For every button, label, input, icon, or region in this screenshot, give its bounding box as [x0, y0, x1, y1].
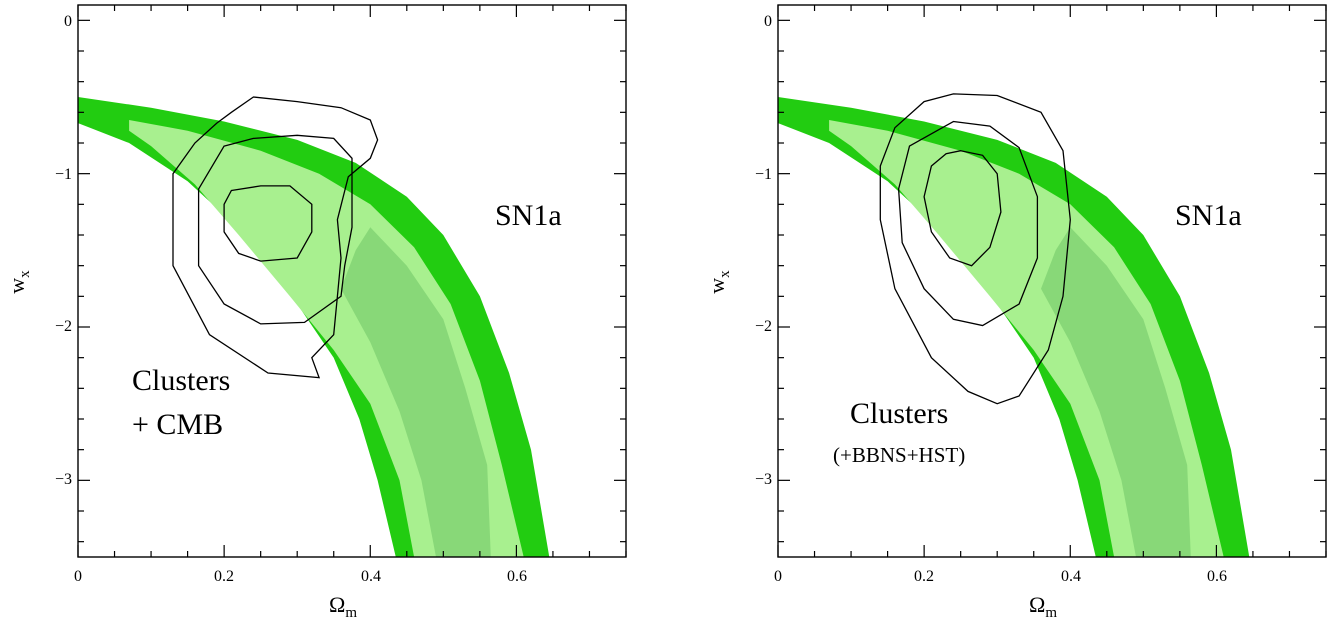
left-ytick-3: −3 — [55, 471, 72, 488]
right-y-axis-title: wx — [704, 270, 733, 294]
right-y-axis-sub: x — [717, 270, 733, 278]
left-ytick-0: 0 — [64, 13, 72, 30]
left-clusters-label: Clusters — [132, 364, 230, 397]
right-ytick-1: −1 — [755, 166, 772, 183]
left-xtick-1: 0.2 — [214, 568, 234, 585]
left-y-axis-w: w — [4, 278, 29, 294]
right-ytick-2: −2 — [755, 318, 772, 335]
right-panel: 0 0.2 0.4 0.6 0 −1 −2 −3 Ωm wx SN1a Clus… — [704, 5, 1326, 621]
left-ytick-2: −2 — [55, 318, 72, 335]
left-y-axis-sub: x — [17, 270, 33, 278]
right-sn1a-label: SN1a — [1175, 199, 1242, 232]
left-ytick-1: −1 — [55, 166, 72, 183]
left-cmb-label: + CMB — [132, 408, 223, 441]
right-xtick-3: 0.6 — [1207, 568, 1227, 585]
right-ytick-3: −3 — [755, 471, 772, 488]
left-x-axis-sub: m — [345, 605, 357, 621]
left-xtick-2: 0.4 — [361, 568, 381, 585]
right-x-axis-sub: m — [1045, 605, 1057, 621]
left-x-axis-title: Ωm — [329, 592, 357, 621]
left-panel: 0 0.2 0.4 0.6 0 −1 −2 −3 Ωm wx SN1a Clus… — [4, 5, 626, 621]
left-y-axis-title: wx — [4, 270, 33, 294]
right-x-axis-omega: Ω — [1029, 592, 1045, 617]
left-sn1a-label: SN1a — [495, 199, 562, 232]
right-xtick-0: 0 — [774, 568, 782, 585]
right-bbns-hst-label: (+BBNS+HST) — [833, 443, 965, 467]
right-clusters-label: Clusters — [850, 397, 948, 430]
right-ytick-0: 0 — [764, 13, 772, 30]
right-xtick-1: 0.2 — [914, 568, 934, 585]
left-xtick-0: 0 — [74, 568, 82, 585]
right-x-axis-title: Ωm — [1029, 592, 1057, 621]
left-xtick-3: 0.6 — [507, 568, 527, 585]
right-y-axis-w: w — [704, 278, 729, 294]
left-x-axis-omega: Ω — [329, 592, 345, 617]
right-xtick-2: 0.4 — [1061, 568, 1081, 585]
